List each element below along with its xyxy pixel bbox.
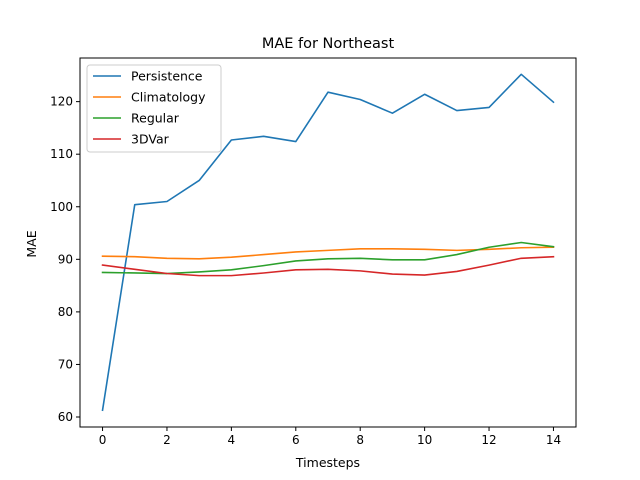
series-layer bbox=[101, 73, 555, 412]
y-tick-label: 120 bbox=[50, 95, 73, 109]
x-axis: 0 2 4 6 8 10 12 14 bbox=[99, 427, 561, 447]
y-tick-label: 60 bbox=[58, 410, 73, 424]
legend-label-persistence: Persistence bbox=[131, 69, 203, 84]
plot-frame bbox=[79, 57, 577, 428]
x-tick-label: 4 bbox=[228, 433, 236, 447]
series-line-persistence bbox=[101, 73, 555, 412]
x-axis-label: Timesteps bbox=[295, 455, 360, 470]
x-tick-label: 2 bbox=[163, 433, 171, 447]
legend-label-3dvar: 3DVar bbox=[131, 132, 170, 147]
x-tick-label: 12 bbox=[481, 433, 496, 447]
y-tick-label: 100 bbox=[50, 200, 73, 214]
x-tick-label: 8 bbox=[356, 433, 364, 447]
legend-box bbox=[86, 64, 222, 153]
x-tick-label: 0 bbox=[99, 433, 107, 447]
legend-label-climatology: Climatology bbox=[131, 90, 206, 105]
y-axis-label: MAE bbox=[24, 230, 39, 257]
chart-title: MAE for Northeast bbox=[262, 36, 395, 52]
series-line-regular bbox=[101, 241, 555, 275]
x-tick-label: 6 bbox=[292, 433, 300, 447]
series-line-3dvar bbox=[101, 255, 555, 277]
legend: Persistence Climatology Regular 3DVar bbox=[86, 64, 222, 153]
plot-area: 0 2 4 6 8 10 12 14 60 70 80 90 100 110 120 bbox=[50, 57, 577, 447]
y-tick-label: 70 bbox=[58, 357, 73, 371]
x-tick-label: 14 bbox=[546, 433, 561, 447]
y-tick-label: 110 bbox=[50, 147, 73, 161]
y-axis: 60 70 80 90 100 110 120 bbox=[50, 95, 80, 424]
y-tick-label: 80 bbox=[58, 305, 73, 319]
x-tick-label: 10 bbox=[417, 433, 432, 447]
y-tick-label: 90 bbox=[58, 252, 73, 266]
legend-label-regular: Regular bbox=[131, 111, 180, 126]
